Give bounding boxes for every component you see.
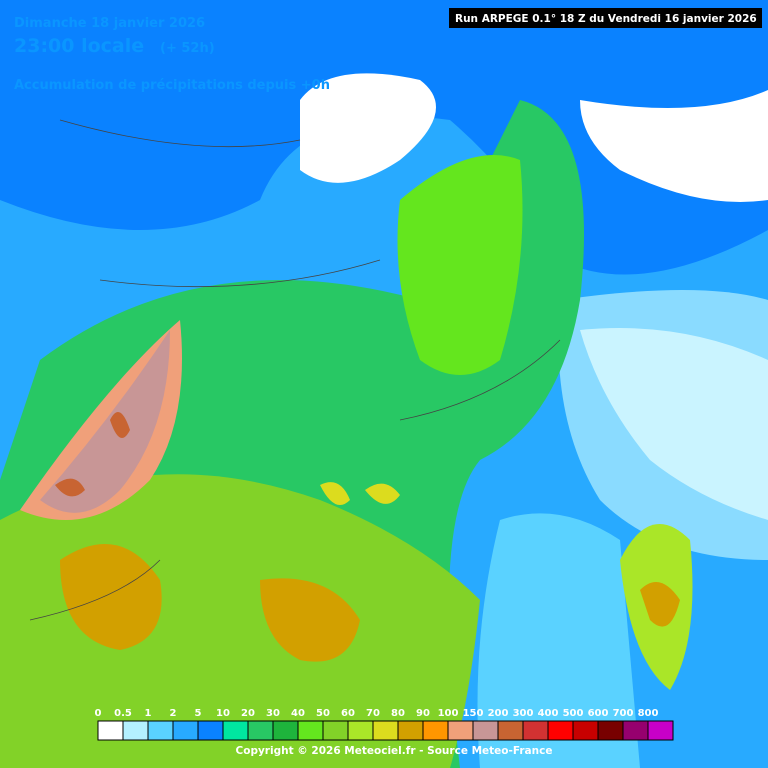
subtitle: Accumulation de précipitations depuis +0… — [14, 78, 330, 93]
legend-label: 20 — [241, 708, 255, 719]
time: 23:00 locale — [14, 35, 144, 57]
legend-swatch — [197, 720, 224, 741]
legend-label: 90 — [416, 708, 430, 719]
legend-label: 30 — [266, 708, 280, 719]
legend-swatch — [522, 720, 549, 741]
legend-swatch — [372, 720, 399, 741]
legend-label: 50 — [316, 708, 330, 719]
legend-label: 5 — [195, 708, 202, 719]
legend-swatch — [547, 720, 574, 741]
legend-swatch — [597, 720, 624, 741]
legend-label: 0.5 — [114, 708, 132, 719]
legend-swatch — [247, 720, 274, 741]
legend-label: 300 — [513, 708, 534, 719]
lead-time: (+ 52h) — [160, 41, 215, 56]
legend-label: 0 — [95, 708, 102, 719]
legend-swatch — [472, 720, 499, 741]
legend-label: 40 — [291, 708, 305, 719]
run-info: Run ARPEGE 0.1° 18 Z du Vendredi 16 janv… — [455, 13, 757, 25]
legend-swatch — [572, 720, 599, 741]
legend-label: 80 — [391, 708, 405, 719]
legend-swatch — [147, 720, 174, 741]
legend-swatch — [122, 720, 149, 741]
legend: 0 0.5 1 2 5 10 20 30 40 50 60 70 80 90 100 150 200 300 400… — [95, 708, 674, 741]
legend-label: 400 — [538, 708, 559, 719]
legend-label: 500 — [563, 708, 584, 719]
run-box — [449, 8, 762, 28]
legend-swatch — [397, 720, 424, 741]
date: Dimanche 18 janvier 2026 — [14, 16, 205, 31]
legend-swatch — [497, 720, 524, 741]
legend-swatch — [222, 720, 249, 741]
legend-swatch — [622, 720, 649, 741]
legend-swatch — [322, 720, 349, 741]
legend-swatch — [97, 720, 124, 741]
legend-label: 10 — [216, 708, 230, 719]
legend-label: 150 — [463, 708, 484, 719]
legend-label: 100 — [438, 708, 459, 719]
legend-swatch — [297, 720, 324, 741]
legend-swatch — [347, 720, 374, 741]
legend-label: 700 — [613, 708, 634, 719]
legend-label: 200 — [488, 708, 509, 719]
copyright: Copyright © 2026 Meteociel.fr - Source M… — [236, 745, 553, 757]
legend-swatch — [172, 720, 199, 741]
legend-swatch — [272, 720, 299, 741]
legend-swatch — [647, 720, 674, 741]
legend-swatch — [422, 720, 449, 741]
legend-label: 2 — [170, 708, 177, 719]
legend-label: 800 — [638, 708, 659, 719]
legend-label: 70 — [366, 708, 380, 719]
legend-label: 600 — [588, 708, 609, 719]
legend-swatch — [447, 720, 474, 741]
legend-label: 1 — [145, 708, 152, 719]
legend-label: 60 — [341, 708, 355, 719]
